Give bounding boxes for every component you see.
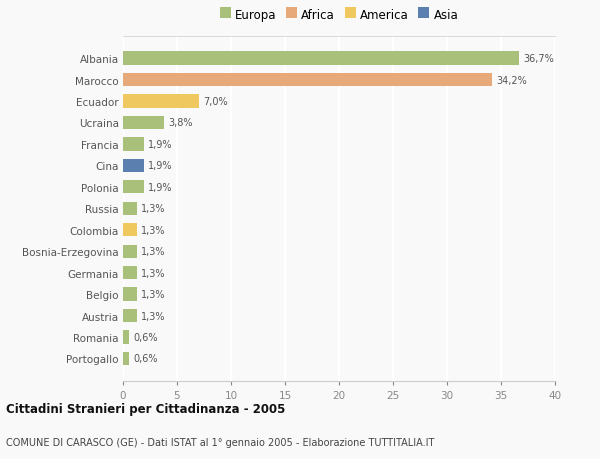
Bar bbox=[123, 74, 493, 87]
Text: 1,9%: 1,9% bbox=[148, 161, 172, 171]
Bar bbox=[123, 117, 164, 130]
Text: 1,9%: 1,9% bbox=[148, 140, 172, 150]
Text: 0,6%: 0,6% bbox=[134, 354, 158, 364]
Text: 1,3%: 1,3% bbox=[142, 204, 166, 214]
Bar bbox=[123, 202, 137, 215]
Text: 1,3%: 1,3% bbox=[142, 311, 166, 321]
Bar bbox=[123, 245, 137, 258]
Text: 1,3%: 1,3% bbox=[142, 246, 166, 257]
Text: 7,0%: 7,0% bbox=[203, 97, 227, 107]
Text: 0,6%: 0,6% bbox=[134, 332, 158, 342]
Bar bbox=[123, 52, 520, 66]
Text: Cittadini Stranieri per Cittadinanza - 2005: Cittadini Stranieri per Cittadinanza - 2… bbox=[6, 403, 286, 415]
Bar bbox=[123, 95, 199, 108]
Bar bbox=[123, 330, 130, 344]
Text: COMUNE DI CARASCO (GE) - Dati ISTAT al 1° gennaio 2005 - Elaborazione TUTTITALIA: COMUNE DI CARASCO (GE) - Dati ISTAT al 1… bbox=[6, 437, 434, 448]
Text: 1,9%: 1,9% bbox=[148, 182, 172, 192]
Text: 3,8%: 3,8% bbox=[169, 118, 193, 128]
Text: 1,3%: 1,3% bbox=[142, 290, 166, 299]
Bar bbox=[123, 159, 143, 173]
Bar bbox=[123, 138, 143, 151]
Bar bbox=[123, 181, 143, 194]
Bar bbox=[123, 309, 137, 323]
Text: 34,2%: 34,2% bbox=[497, 75, 527, 85]
Bar bbox=[123, 288, 137, 301]
Bar bbox=[123, 352, 130, 365]
Text: 1,3%: 1,3% bbox=[142, 225, 166, 235]
Bar bbox=[123, 224, 137, 237]
Legend: Europa, Africa, America, Asia: Europa, Africa, America, Asia bbox=[217, 6, 461, 24]
Text: 36,7%: 36,7% bbox=[524, 54, 554, 64]
Text: 1,3%: 1,3% bbox=[142, 268, 166, 278]
Bar bbox=[123, 266, 137, 280]
